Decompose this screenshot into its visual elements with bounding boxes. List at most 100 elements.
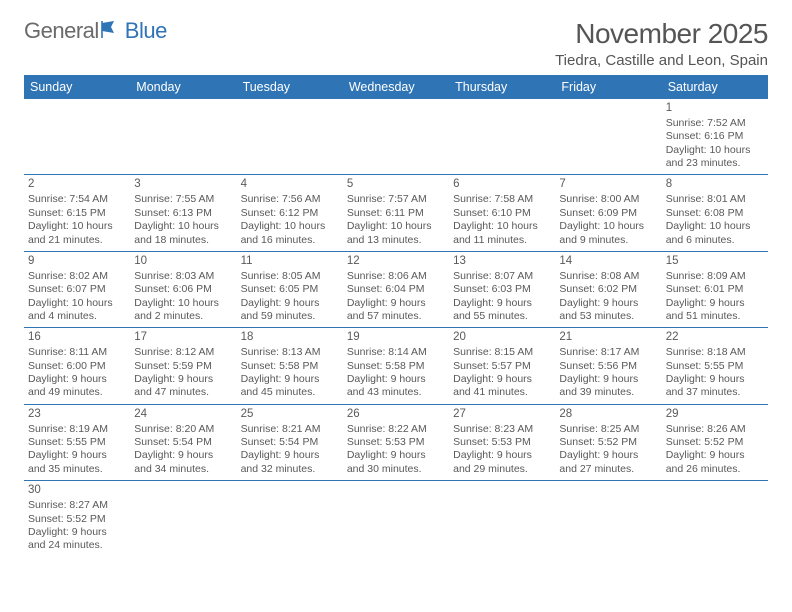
day-cell: 18Sunrise: 8:13 AMSunset: 5:58 PMDayligh… bbox=[237, 328, 343, 403]
sunrise-line: Sunrise: 8:11 AM bbox=[28, 346, 126, 359]
sunrise-line: Sunrise: 8:20 AM bbox=[134, 423, 232, 436]
sunset-line: Sunset: 5:55 PM bbox=[28, 436, 126, 449]
day-cell: 13Sunrise: 8:07 AMSunset: 6:03 PMDayligh… bbox=[449, 252, 555, 327]
day-number: 5 bbox=[347, 177, 445, 192]
weeks-container: 1Sunrise: 7:52 AMSunset: 6:16 PMDaylight… bbox=[24, 99, 768, 557]
weekday-sunday: Sunday bbox=[24, 75, 130, 99]
sunrise-line: Sunrise: 8:02 AM bbox=[28, 270, 126, 283]
daylight-line: Daylight: 9 hours and 59 minutes. bbox=[241, 297, 339, 324]
weekday-wednesday: Wednesday bbox=[343, 75, 449, 99]
weekday-saturday: Saturday bbox=[662, 75, 768, 99]
day-number: 24 bbox=[134, 407, 232, 422]
day-cell: 2Sunrise: 7:54 AMSunset: 6:15 PMDaylight… bbox=[24, 175, 130, 250]
week-row: 9Sunrise: 8:02 AMSunset: 6:07 PMDaylight… bbox=[24, 252, 768, 328]
location: Tiedra, Castille and Leon, Spain bbox=[555, 52, 768, 69]
sunset-line: Sunset: 6:02 PM bbox=[559, 283, 657, 296]
day-cell: 17Sunrise: 8:12 AMSunset: 5:59 PMDayligh… bbox=[130, 328, 236, 403]
empty-cell bbox=[555, 99, 661, 174]
weekday-monday: Monday bbox=[130, 75, 236, 99]
day-number: 12 bbox=[347, 254, 445, 269]
sunrise-line: Sunrise: 8:17 AM bbox=[559, 346, 657, 359]
daylight-line: Daylight: 10 hours and 4 minutes. bbox=[28, 297, 126, 324]
sunset-line: Sunset: 5:54 PM bbox=[134, 436, 232, 449]
sunset-line: Sunset: 6:08 PM bbox=[666, 207, 764, 220]
daylight-line: Daylight: 9 hours and 51 minutes. bbox=[666, 297, 764, 324]
sunrise-line: Sunrise: 8:25 AM bbox=[559, 423, 657, 436]
sunrise-line: Sunrise: 8:26 AM bbox=[666, 423, 764, 436]
sunrise-line: Sunrise: 8:23 AM bbox=[453, 423, 551, 436]
daylight-line: Daylight: 9 hours and 45 minutes. bbox=[241, 373, 339, 400]
weekday-header-row: SundayMondayTuesdayWednesdayThursdayFrid… bbox=[24, 75, 768, 99]
empty-cell bbox=[343, 481, 449, 556]
sunrise-line: Sunrise: 8:27 AM bbox=[28, 499, 126, 512]
sunrise-line: Sunrise: 8:08 AM bbox=[559, 270, 657, 283]
sunrise-line: Sunrise: 8:00 AM bbox=[559, 193, 657, 206]
day-cell: 5Sunrise: 7:57 AMSunset: 6:11 PMDaylight… bbox=[343, 175, 449, 250]
day-cell: 26Sunrise: 8:22 AMSunset: 5:53 PMDayligh… bbox=[343, 405, 449, 480]
empty-cell bbox=[555, 481, 661, 556]
sunset-line: Sunset: 5:52 PM bbox=[666, 436, 764, 449]
day-number: 26 bbox=[347, 407, 445, 422]
sunset-line: Sunset: 5:58 PM bbox=[347, 360, 445, 373]
daylight-line: Daylight: 10 hours and 21 minutes. bbox=[28, 220, 126, 247]
sunrise-line: Sunrise: 8:06 AM bbox=[347, 270, 445, 283]
daylight-line: Daylight: 9 hours and 37 minutes. bbox=[666, 373, 764, 400]
calendar-page: General Blue November 2025 Tiedra, Casti… bbox=[0, 0, 792, 557]
sunrise-line: Sunrise: 8:12 AM bbox=[134, 346, 232, 359]
empty-cell bbox=[449, 481, 555, 556]
day-cell: 25Sunrise: 8:21 AMSunset: 5:54 PMDayligh… bbox=[237, 405, 343, 480]
daylight-line: Daylight: 10 hours and 6 minutes. bbox=[666, 220, 764, 247]
sunrise-line: Sunrise: 8:18 AM bbox=[666, 346, 764, 359]
daylight-line: Daylight: 9 hours and 41 minutes. bbox=[453, 373, 551, 400]
day-number: 22 bbox=[666, 330, 764, 345]
sunset-line: Sunset: 6:07 PM bbox=[28, 283, 126, 296]
daylight-line: Daylight: 9 hours and 24 minutes. bbox=[28, 526, 126, 553]
daylight-line: Daylight: 10 hours and 16 minutes. bbox=[241, 220, 339, 247]
sunrise-line: Sunrise: 8:03 AM bbox=[134, 270, 232, 283]
day-number: 21 bbox=[559, 330, 657, 345]
sunrise-line: Sunrise: 8:15 AM bbox=[453, 346, 551, 359]
day-cell: 20Sunrise: 8:15 AMSunset: 5:57 PMDayligh… bbox=[449, 328, 555, 403]
empty-cell bbox=[449, 99, 555, 174]
day-number: 2 bbox=[28, 177, 126, 192]
day-number: 13 bbox=[453, 254, 551, 269]
daylight-line: Daylight: 10 hours and 18 minutes. bbox=[134, 220, 232, 247]
weekday-thursday: Thursday bbox=[449, 75, 555, 99]
daylight-line: Daylight: 9 hours and 53 minutes. bbox=[559, 297, 657, 324]
day-number: 25 bbox=[241, 407, 339, 422]
sunrise-line: Sunrise: 8:13 AM bbox=[241, 346, 339, 359]
sunrise-line: Sunrise: 7:54 AM bbox=[28, 193, 126, 206]
flag-icon bbox=[101, 18, 123, 44]
day-number: 28 bbox=[559, 407, 657, 422]
day-number: 3 bbox=[134, 177, 232, 192]
month-title: November 2025 bbox=[555, 18, 768, 50]
day-cell: 4Sunrise: 7:56 AMSunset: 6:12 PMDaylight… bbox=[237, 175, 343, 250]
day-cell: 1Sunrise: 7:52 AMSunset: 6:16 PMDaylight… bbox=[662, 99, 768, 174]
daylight-line: Daylight: 9 hours and 30 minutes. bbox=[347, 449, 445, 476]
empty-cell bbox=[237, 481, 343, 556]
day-cell: 30Sunrise: 8:27 AMSunset: 5:52 PMDayligh… bbox=[24, 481, 130, 556]
daylight-line: Daylight: 10 hours and 11 minutes. bbox=[453, 220, 551, 247]
sunset-line: Sunset: 5:52 PM bbox=[28, 513, 126, 526]
daylight-line: Daylight: 10 hours and 9 minutes. bbox=[559, 220, 657, 247]
sunrise-line: Sunrise: 8:01 AM bbox=[666, 193, 764, 206]
week-row: 2Sunrise: 7:54 AMSunset: 6:15 PMDaylight… bbox=[24, 175, 768, 251]
calendar-grid: SundayMondayTuesdayWednesdayThursdayFrid… bbox=[24, 75, 768, 557]
day-number: 29 bbox=[666, 407, 764, 422]
day-number: 17 bbox=[134, 330, 232, 345]
day-cell: 28Sunrise: 8:25 AMSunset: 5:52 PMDayligh… bbox=[555, 405, 661, 480]
day-cell: 12Sunrise: 8:06 AMSunset: 6:04 PMDayligh… bbox=[343, 252, 449, 327]
day-cell: 22Sunrise: 8:18 AMSunset: 5:55 PMDayligh… bbox=[662, 328, 768, 403]
header: General Blue November 2025 Tiedra, Casti… bbox=[24, 18, 768, 69]
day-cell: 21Sunrise: 8:17 AMSunset: 5:56 PMDayligh… bbox=[555, 328, 661, 403]
logo-text-1: General bbox=[24, 18, 99, 44]
day-cell: 10Sunrise: 8:03 AMSunset: 6:06 PMDayligh… bbox=[130, 252, 236, 327]
day-cell: 9Sunrise: 8:02 AMSunset: 6:07 PMDaylight… bbox=[24, 252, 130, 327]
sunrise-line: Sunrise: 8:05 AM bbox=[241, 270, 339, 283]
daylight-line: Daylight: 9 hours and 34 minutes. bbox=[134, 449, 232, 476]
sunset-line: Sunset: 5:55 PM bbox=[666, 360, 764, 373]
empty-cell bbox=[130, 99, 236, 174]
day-cell: 6Sunrise: 7:58 AMSunset: 6:10 PMDaylight… bbox=[449, 175, 555, 250]
sunset-line: Sunset: 6:06 PM bbox=[134, 283, 232, 296]
daylight-line: Daylight: 10 hours and 13 minutes. bbox=[347, 220, 445, 247]
